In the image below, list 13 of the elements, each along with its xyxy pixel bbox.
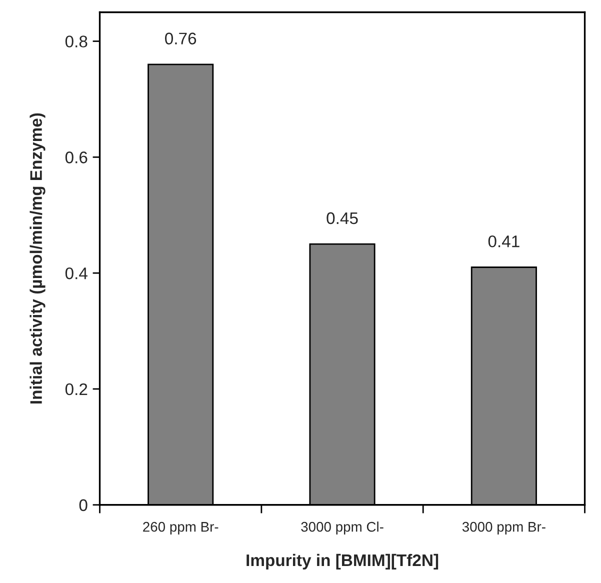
data-label: 0.41	[488, 235, 520, 248]
x-tick-label: 260 ppm Br-	[143, 522, 218, 534]
data-label: 0.76	[165, 32, 196, 44]
x-tick-label: 3000 ppm Cl-	[301, 522, 384, 534]
y-tick-label: 0.4	[65, 267, 88, 280]
x-tick-label: 3000 ppm Br-	[462, 522, 546, 534]
y-tick-label: 0.8	[65, 36, 88, 48]
y-tick-label: 0.6	[65, 152, 88, 164]
y-axis-title: Initial activity (µmol/min/mg Enzyme)	[30, 113, 46, 404]
x-axis-title: Impurity in [BMIM][Tf2N]	[246, 554, 438, 570]
y-tick-label: 0.2	[65, 383, 88, 396]
data-label: 0.45	[326, 212, 358, 224]
y-tick-label: 0	[79, 499, 88, 512]
